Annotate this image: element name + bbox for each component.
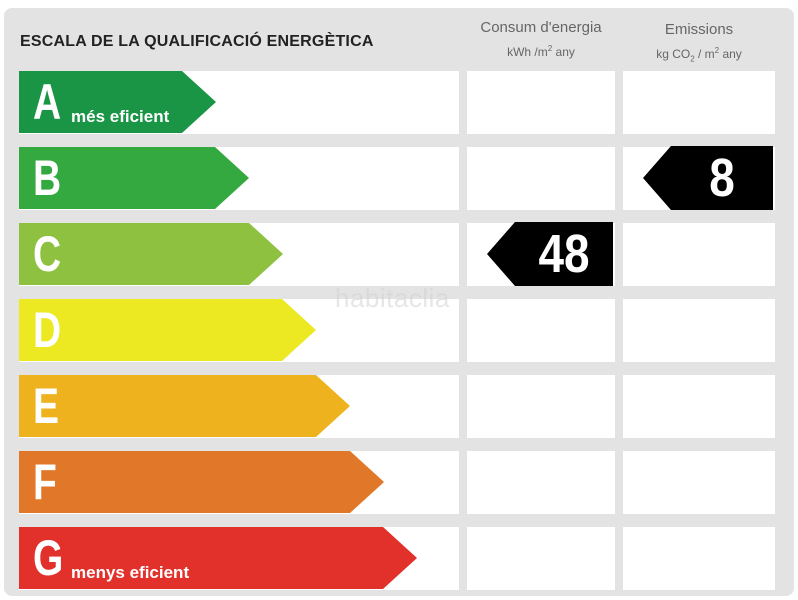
rating-bar-f: F bbox=[19, 451, 384, 513]
consumption-header-title: Consum d'energia bbox=[480, 19, 602, 36]
consumption-rating-arrow-value: 48 bbox=[538, 224, 590, 284]
rating-bar-e: E bbox=[19, 375, 350, 437]
consumption-cell bbox=[467, 527, 615, 590]
rating-letter: C bbox=[33, 226, 62, 282]
rating-bar-b: B bbox=[19, 147, 249, 209]
consumption-cell bbox=[467, 71, 615, 134]
rating-bar-shape bbox=[19, 451, 384, 513]
emissions-cell bbox=[623, 299, 775, 362]
emissions-cell bbox=[623, 451, 775, 514]
emissions-header-unit: kg CO2 / m2 any bbox=[656, 46, 742, 64]
consumption-cell bbox=[467, 147, 615, 210]
emissions-column-header: Emissions kg CO2 / m2 any bbox=[623, 20, 775, 68]
emissions-rating-arrow-value: 8 bbox=[709, 148, 735, 208]
rating-letter: G bbox=[33, 530, 64, 586]
rating-bar-shape bbox=[19, 71, 216, 133]
rating-bar-c: C bbox=[19, 223, 283, 285]
emissions-rating-arrow: 8 bbox=[643, 146, 773, 210]
watermark: habitaclia bbox=[335, 283, 450, 313]
label-title: ESCALA DE LA QUALIFICACIÓ ENERGÈTICA bbox=[20, 33, 374, 50]
rating-bar-shape bbox=[19, 375, 350, 437]
emissions-cell bbox=[623, 223, 775, 286]
rating-bar-shape bbox=[19, 527, 417, 589]
rating-bar-d: D bbox=[19, 299, 316, 361]
rating-bar-shape bbox=[19, 223, 283, 285]
rating-letter: E bbox=[33, 378, 60, 434]
rating-label: més eficient bbox=[71, 107, 170, 126]
consumption-column-header: Consum d'energia kWh /m2 any bbox=[467, 18, 615, 61]
rating-letter: D bbox=[33, 302, 62, 358]
emissions-cell bbox=[623, 71, 775, 134]
emissions-cell bbox=[623, 375, 775, 438]
rating-arrow-shape bbox=[643, 146, 773, 210]
consumption-cell bbox=[467, 299, 615, 362]
rating-arrow-shape bbox=[487, 222, 613, 286]
consumption-cell bbox=[467, 451, 615, 514]
rating-letter: B bbox=[33, 150, 62, 206]
rating-letter: F bbox=[33, 454, 57, 510]
consumption-header-unit: kWh /m2 any bbox=[507, 44, 575, 59]
rating-letter: A bbox=[33, 74, 62, 130]
consumption-cell bbox=[467, 375, 615, 438]
rating-label: menys eficient bbox=[71, 563, 190, 582]
consumption-rating-arrow: 48 bbox=[487, 222, 613, 286]
emissions-cell bbox=[623, 527, 775, 590]
emissions-header-title: Emissions bbox=[664, 21, 734, 38]
rating-bar-shape bbox=[19, 147, 249, 209]
rating-bar-shape bbox=[19, 299, 316, 361]
